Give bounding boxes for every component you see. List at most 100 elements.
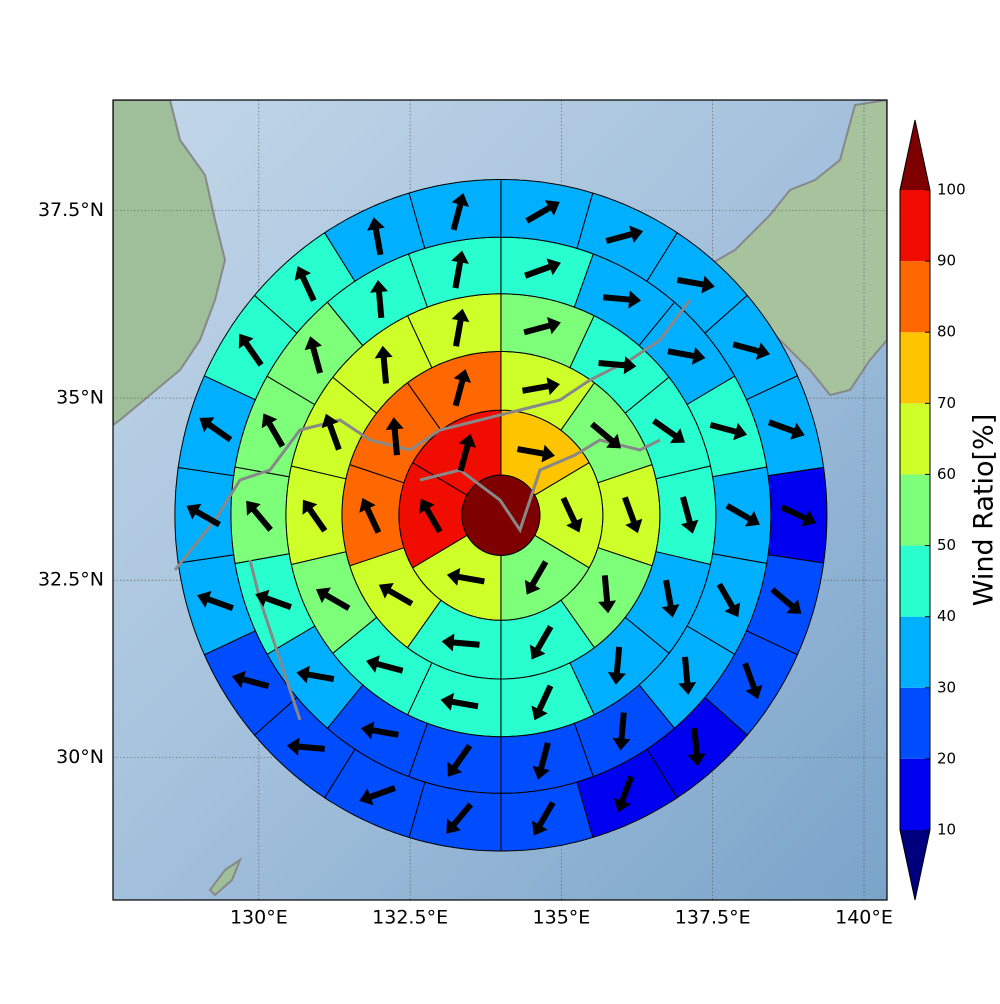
x-tick-label: 140°E	[835, 907, 893, 929]
wind-arrow	[238, 333, 264, 367]
colorbar-bin	[900, 261, 930, 333]
wind-arrow	[531, 684, 554, 721]
wind-arrow	[516, 444, 555, 463]
wind-arrow	[523, 317, 561, 336]
wind-arrow	[529, 625, 554, 660]
colorbar-bin	[900, 758, 930, 830]
map-frame	[112, 99, 888, 901]
wind-arrow	[524, 560, 549, 595]
wind-arrow	[366, 655, 404, 674]
wind-arrow	[197, 590, 234, 611]
colorbar-tick-label: 10	[937, 821, 956, 839]
wind-arrow	[522, 377, 560, 396]
wind-arrow	[321, 413, 342, 451]
colorbar-tick-label: 70	[937, 394, 956, 412]
colorbar-extend-low	[900, 830, 930, 900]
wind-arrow	[661, 579, 680, 618]
wind-arrow	[525, 200, 560, 224]
wind-arrow	[419, 498, 443, 534]
wind-arrow	[524, 258, 561, 279]
wind-arrows	[186, 193, 817, 836]
wind-arrow	[680, 496, 699, 534]
x-tick-label: 132.5°E	[372, 907, 448, 929]
wind-arrow	[678, 656, 697, 695]
wind-cells	[174, 179, 828, 852]
wind-arrow	[709, 422, 748, 441]
y-tick-label: 35°N	[56, 387, 104, 409]
wind-arrow	[607, 646, 626, 685]
wind-arrow	[452, 369, 472, 407]
wind-arrow	[770, 587, 802, 614]
y-tick-label: 37.5°N	[38, 199, 104, 221]
wind-arrow	[667, 347, 706, 365]
wind-arrow	[316, 587, 351, 611]
wind-arrow	[612, 712, 631, 751]
wind-arrow	[451, 308, 470, 347]
coastline	[173, 299, 692, 721]
wind-arrow	[374, 345, 393, 384]
wind-arrow	[652, 418, 685, 444]
colorbar-bin	[900, 545, 930, 617]
wind-arrow	[359, 498, 382, 534]
wind-arrow	[742, 662, 763, 699]
wind-arrow	[603, 290, 642, 309]
colorbar-tick-label: 30	[937, 678, 956, 696]
x-tick-label: 130°E	[230, 907, 288, 929]
colorbar-tick-label: 40	[937, 607, 956, 625]
wind-arrow	[286, 737, 325, 756]
colorbar-tick-label: 60	[937, 465, 956, 483]
wind-arrow	[304, 336, 323, 374]
wind-arrow	[186, 503, 221, 528]
colorbar-bin	[900, 403, 930, 475]
y-tick-label: 32.5°N	[38, 569, 104, 591]
wind-arrow	[367, 217, 385, 256]
wind-arrow	[440, 692, 479, 711]
land-island	[208, 857, 243, 897]
center-cell	[461, 474, 541, 556]
wind-arrow	[613, 775, 634, 813]
wind-arrow	[716, 582, 741, 618]
x-tick-label: 137.5°E	[675, 907, 751, 929]
wind-arrow	[732, 341, 770, 360]
colorbar-label: Wind Ratio[%]	[969, 414, 1000, 606]
wind-arrow	[598, 356, 637, 375]
wind-arrow	[605, 225, 644, 244]
colorbar: 10 20 30 40 50 60 70 80 90 100	[899, 119, 966, 901]
wind-arrow	[296, 665, 335, 684]
wind-arrow	[385, 417, 404, 456]
wind-arrow	[231, 670, 270, 689]
colorbar-bin	[900, 474, 930, 546]
wind-arrow	[441, 633, 480, 652]
wind-arrow	[768, 419, 805, 440]
wind-arrow	[725, 503, 760, 527]
wind-arrow	[359, 785, 396, 806]
y-tick-label: 30°N	[56, 746, 104, 768]
wind-arrow	[378, 583, 414, 607]
land-korea	[113, 100, 227, 427]
wind-arrow	[246, 500, 273, 532]
colorbar-tick-label: 20	[937, 749, 956, 767]
colorbar-bin	[900, 687, 930, 759]
colorbar-bin	[900, 190, 930, 262]
wind-arrow	[261, 413, 286, 448]
colorbar-bin	[900, 332, 930, 404]
wind-arrow	[560, 496, 583, 533]
wind-arrow	[199, 417, 233, 443]
wind-arrow	[590, 421, 621, 449]
wind-arrow	[598, 575, 617, 614]
wind-arrow	[532, 801, 556, 836]
colorbar-tick-label: 80	[937, 323, 956, 341]
wind-arrow	[370, 280, 388, 319]
wind-arrow	[457, 434, 477, 472]
colorbar-tick-label: 100	[937, 181, 966, 199]
colorbar-tick-label: 50	[937, 536, 956, 554]
wind-arrow	[451, 250, 469, 289]
wind-arrow	[450, 193, 469, 231]
colorbar-extend-high	[900, 120, 930, 190]
wind-arrow	[294, 266, 317, 302]
wind-arrow	[255, 589, 292, 610]
wind-arrow	[532, 742, 551, 780]
wind-arrow	[780, 504, 817, 527]
axis-ticks: 130°E 132.5°E 135°E 137.5°E 140°E 30°N 32.5°N 3…	[38, 199, 893, 929]
